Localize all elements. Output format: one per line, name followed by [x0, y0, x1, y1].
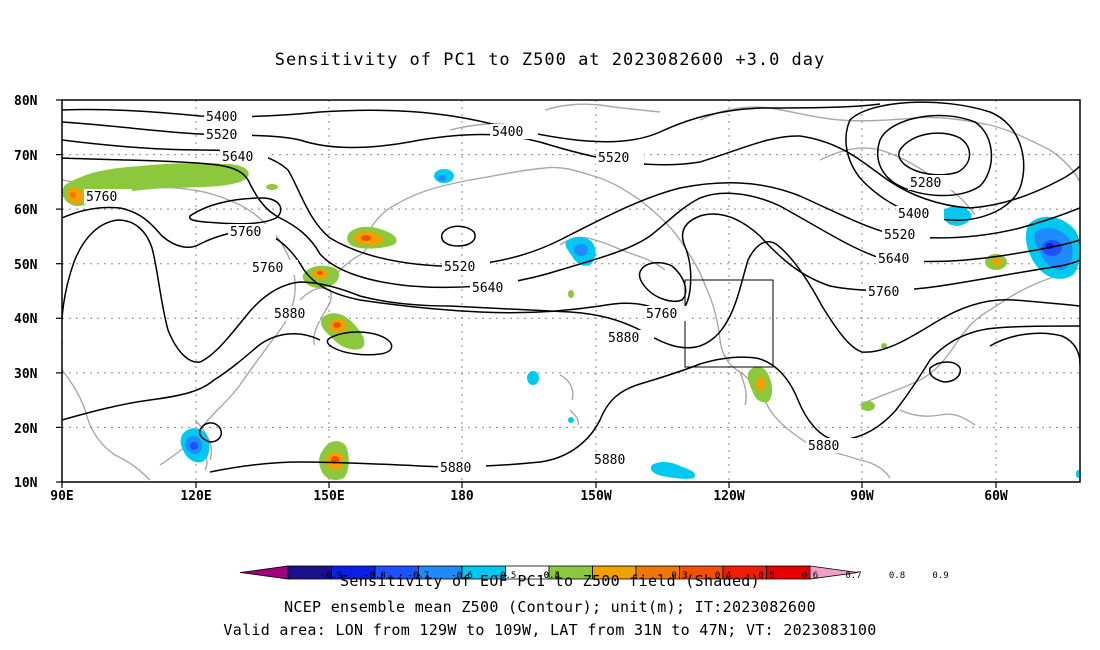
colorbar-tick-label: 0.7	[845, 571, 861, 581]
contour-label: 5880	[274, 307, 305, 322]
lat-label: 40N	[14, 312, 38, 327]
contour-label: 5880	[608, 331, 639, 346]
colorbar-tick-label: 0.5	[758, 571, 774, 581]
contour-label: 5880	[594, 453, 625, 468]
colorbar-tick-label: -0.3	[538, 571, 560, 581]
lat-label: 70N	[14, 149, 38, 164]
lon-label: 120W	[713, 489, 744, 504]
colorbar-tick-label: -0.4	[538, 571, 560, 581]
contour-label: 5400	[492, 125, 523, 140]
contour-label: 5760	[868, 285, 899, 300]
valid-area-box	[684, 279, 774, 368]
lon-label: 150E	[313, 489, 344, 504]
contour-label: 5520	[884, 228, 915, 243]
lon-label: 90W	[850, 489, 874, 504]
colorbar-tick-label: 0.8	[889, 571, 905, 581]
colorbar-tick-label: -0.8	[364, 571, 386, 581]
longitude-labels: 90E 120E 150E 180 150W 120W 90W 60W	[50, 489, 1008, 504]
lon-label: 150W	[580, 489, 611, 504]
map-plot-area	[62, 100, 1080, 482]
contour-label: 5880	[440, 461, 471, 476]
contour-label: 5760	[86, 190, 117, 205]
contour-label: 5280	[910, 176, 941, 191]
contour-label: 5760	[646, 307, 677, 322]
map-frame	[61, 99, 1081, 483]
footer-line-shaded: Sensitivity of EOF PC1 to Z500 field (Sh…	[340, 572, 760, 590]
contour-label: 5760	[252, 261, 283, 276]
colorbar-tick-label: 0.9	[932, 571, 948, 581]
footer-line-valid-area: Valid area: LON from 129W to 109W, LAT f…	[223, 621, 877, 639]
contour-label: 5640	[222, 150, 253, 165]
colorbar-tick-label: -0.6	[451, 571, 473, 581]
lat-label: 30N	[14, 367, 38, 382]
lat-label: 20N	[14, 422, 38, 437]
contour-label: 5520	[444, 260, 475, 275]
footer-line-contour: NCEP ensemble mean Z500 (Contour); unit(…	[284, 598, 816, 616]
colorbar-tick-label: 0.4	[715, 571, 731, 581]
colorbar-tick-label: -0.7	[408, 571, 430, 581]
lat-label: 80N	[14, 94, 38, 109]
lat-label: 60N	[14, 203, 38, 218]
colorbar-tick-label: -0.5	[495, 571, 517, 581]
contour-label: 5520	[598, 151, 629, 166]
contour-label: 5400	[206, 110, 237, 125]
contour-label: 5640	[878, 252, 909, 267]
latitude-labels: 80N 70N 60N 50N 40N 30N 20N 10N	[14, 94, 38, 491]
colorbar-tick-label: -0.9	[321, 571, 343, 581]
contour-label: 5520	[206, 128, 237, 143]
contour-label: 5880	[808, 439, 839, 454]
lat-label: 50N	[14, 258, 38, 273]
colorbar-tick-label: 0.3	[671, 571, 687, 581]
colorbar-max-arrow	[809, 565, 859, 580]
colorbar: -0.9 -0.8 -0.7 -0.6 -0.5 -0.4-0.3 0.3 0.4 0.5 0.6…	[239, 565, 949, 581]
lon-label: 180	[450, 489, 474, 504]
lat-label: 10N	[14, 476, 38, 491]
contour-label: 5400	[898, 207, 929, 222]
chart-title: Sensitivity of PC1 to Z500 at 2023082600…	[274, 50, 826, 70]
sensitivity-shading	[62, 162, 1080, 480]
lon-label: 120E	[180, 489, 211, 504]
contour-label: 5640	[472, 281, 503, 296]
lon-label: 60W	[984, 489, 1008, 504]
lon-label: 90E	[50, 489, 73, 504]
contour-label: 5760	[230, 225, 261, 240]
contour-labels: 5400 5520 5640 5760 5880 5400 5520 5640 …	[84, 109, 956, 476]
colorbar-tick-label: 0.6	[802, 571, 818, 581]
